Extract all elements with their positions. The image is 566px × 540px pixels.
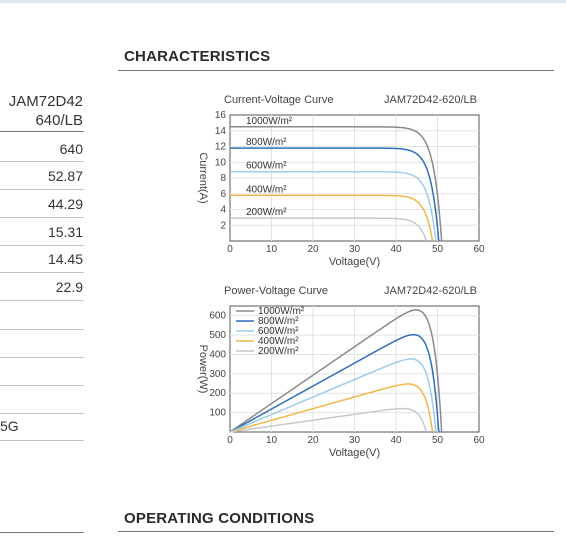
table-value-efficiency: 22.9 <box>55 279 83 295</box>
series-line-600w-m- <box>229 358 437 433</box>
x-tick-label: 60 <box>473 244 485 255</box>
top-accent-bar <box>0 0 566 3</box>
table-header-rule <box>0 131 84 132</box>
table-row-divider <box>0 217 84 218</box>
table-row-divider <box>0 357 84 358</box>
series-line-600w-m- <box>230 170 437 242</box>
y-tick-label: 400 <box>209 349 226 360</box>
table-value-vmp: 44.29 <box>47 196 83 212</box>
series-line-200w-m- <box>229 407 428 433</box>
legend-label: 600W/m² <box>258 326 299 337</box>
series-line-200w-m- <box>230 217 428 242</box>
y-tick-label: 8 <box>220 173 226 184</box>
series-label: 200W/m² <box>246 207 287 218</box>
chart-title: Current-Voltage Curve <box>224 94 333 106</box>
y-tick-label: 600 <box>209 311 226 322</box>
x-tick-label: 0 <box>227 435 233 446</box>
x-tick-label: 40 <box>390 244 402 255</box>
series-label: 1000W/m² <box>246 116 293 127</box>
table-row-divider <box>0 300 84 301</box>
chart-subtitle: JAM72D42-620/LB <box>384 285 477 297</box>
table-row-divider <box>0 413 84 414</box>
series-line-800w-m- <box>229 147 440 242</box>
table-row-divider <box>0 272 84 273</box>
x-tick-label: 20 <box>307 244 319 255</box>
y-tick-label: 10 <box>215 157 227 168</box>
series-label: 600W/m² <box>246 161 287 172</box>
y-tick-label: 6 <box>220 189 226 200</box>
x-tick-label: 50 <box>432 435 444 446</box>
table-header-line-2: 640/LB <box>35 112 83 129</box>
y-axis-label: Current(A) <box>197 152 209 203</box>
series-line-400w-m- <box>229 383 434 433</box>
y-tick-label: 100 <box>209 408 226 419</box>
x-tick-label: 10 <box>266 435 278 446</box>
y-tick-label: 200 <box>209 388 226 399</box>
y-tick-label: 4 <box>220 205 226 216</box>
x-tick-label: 30 <box>349 244 361 255</box>
series-label: 800W/m² <box>246 137 287 148</box>
y-tick-label: 12 <box>215 142 227 153</box>
table-value-voc: 52.87 <box>47 168 83 184</box>
x-axis-label: Voltage(V) <box>329 447 380 459</box>
x-tick-label: 60 <box>473 435 485 446</box>
table-value-power: 640 <box>59 141 83 157</box>
y-tick-label: 14 <box>215 126 227 137</box>
y-tick-label: 16 <box>215 110 227 121</box>
legend-label: 1000W/m² <box>258 306 305 317</box>
x-tick-label: 10 <box>266 244 278 255</box>
x-tick-label: 30 <box>349 435 361 446</box>
table-row-divider <box>0 245 84 246</box>
series-label: 400W/m² <box>246 184 287 195</box>
legend-label: 200W/m² <box>258 346 299 357</box>
characteristics-title: CHARACTERISTICS <box>124 48 271 65</box>
table-header-line-1: JAM72D42 <box>8 93 83 110</box>
y-axis-label: Power(W) <box>197 345 209 394</box>
series-line-800w-m- <box>229 333 440 433</box>
table-row-divider <box>0 189 84 190</box>
x-tick-label: 0 <box>227 244 233 255</box>
characteristics-rule <box>118 70 554 71</box>
chart-title: Power-Voltage Curve <box>224 285 328 297</box>
x-tick-label: 20 <box>307 435 319 446</box>
chart-subtitle: JAM72D42-620/LB <box>384 94 477 106</box>
series-line-1000w-m- <box>230 126 443 242</box>
y-tick-label: 500 <box>209 330 226 341</box>
y-tick-label: 2 <box>220 220 226 231</box>
x-axis-label: Voltage(V) <box>329 256 380 268</box>
x-tick-label: 50 <box>432 244 444 255</box>
table-value-imp: 14.45 <box>47 251 83 267</box>
left-bottom-rule <box>0 532 84 533</box>
y-tick-label: 300 <box>209 369 226 380</box>
series-line-1000w-m- <box>229 309 443 433</box>
legend-label: 800W/m² <box>258 316 299 327</box>
table-row-divider <box>0 385 84 386</box>
operating-conditions-rule <box>118 531 554 532</box>
table-footer-text: 5G <box>0 418 19 434</box>
table-row-divider <box>0 440 84 441</box>
series-line-400w-m- <box>229 194 434 242</box>
operating-conditions-title: OPERATING CONDITIONS <box>124 510 315 527</box>
table-value-isc: 15.31 <box>47 224 83 240</box>
legend-label: 400W/m² <box>258 336 299 347</box>
table-row-divider <box>0 161 84 162</box>
table-row-divider <box>0 329 84 330</box>
x-tick-label: 40 <box>390 435 402 446</box>
